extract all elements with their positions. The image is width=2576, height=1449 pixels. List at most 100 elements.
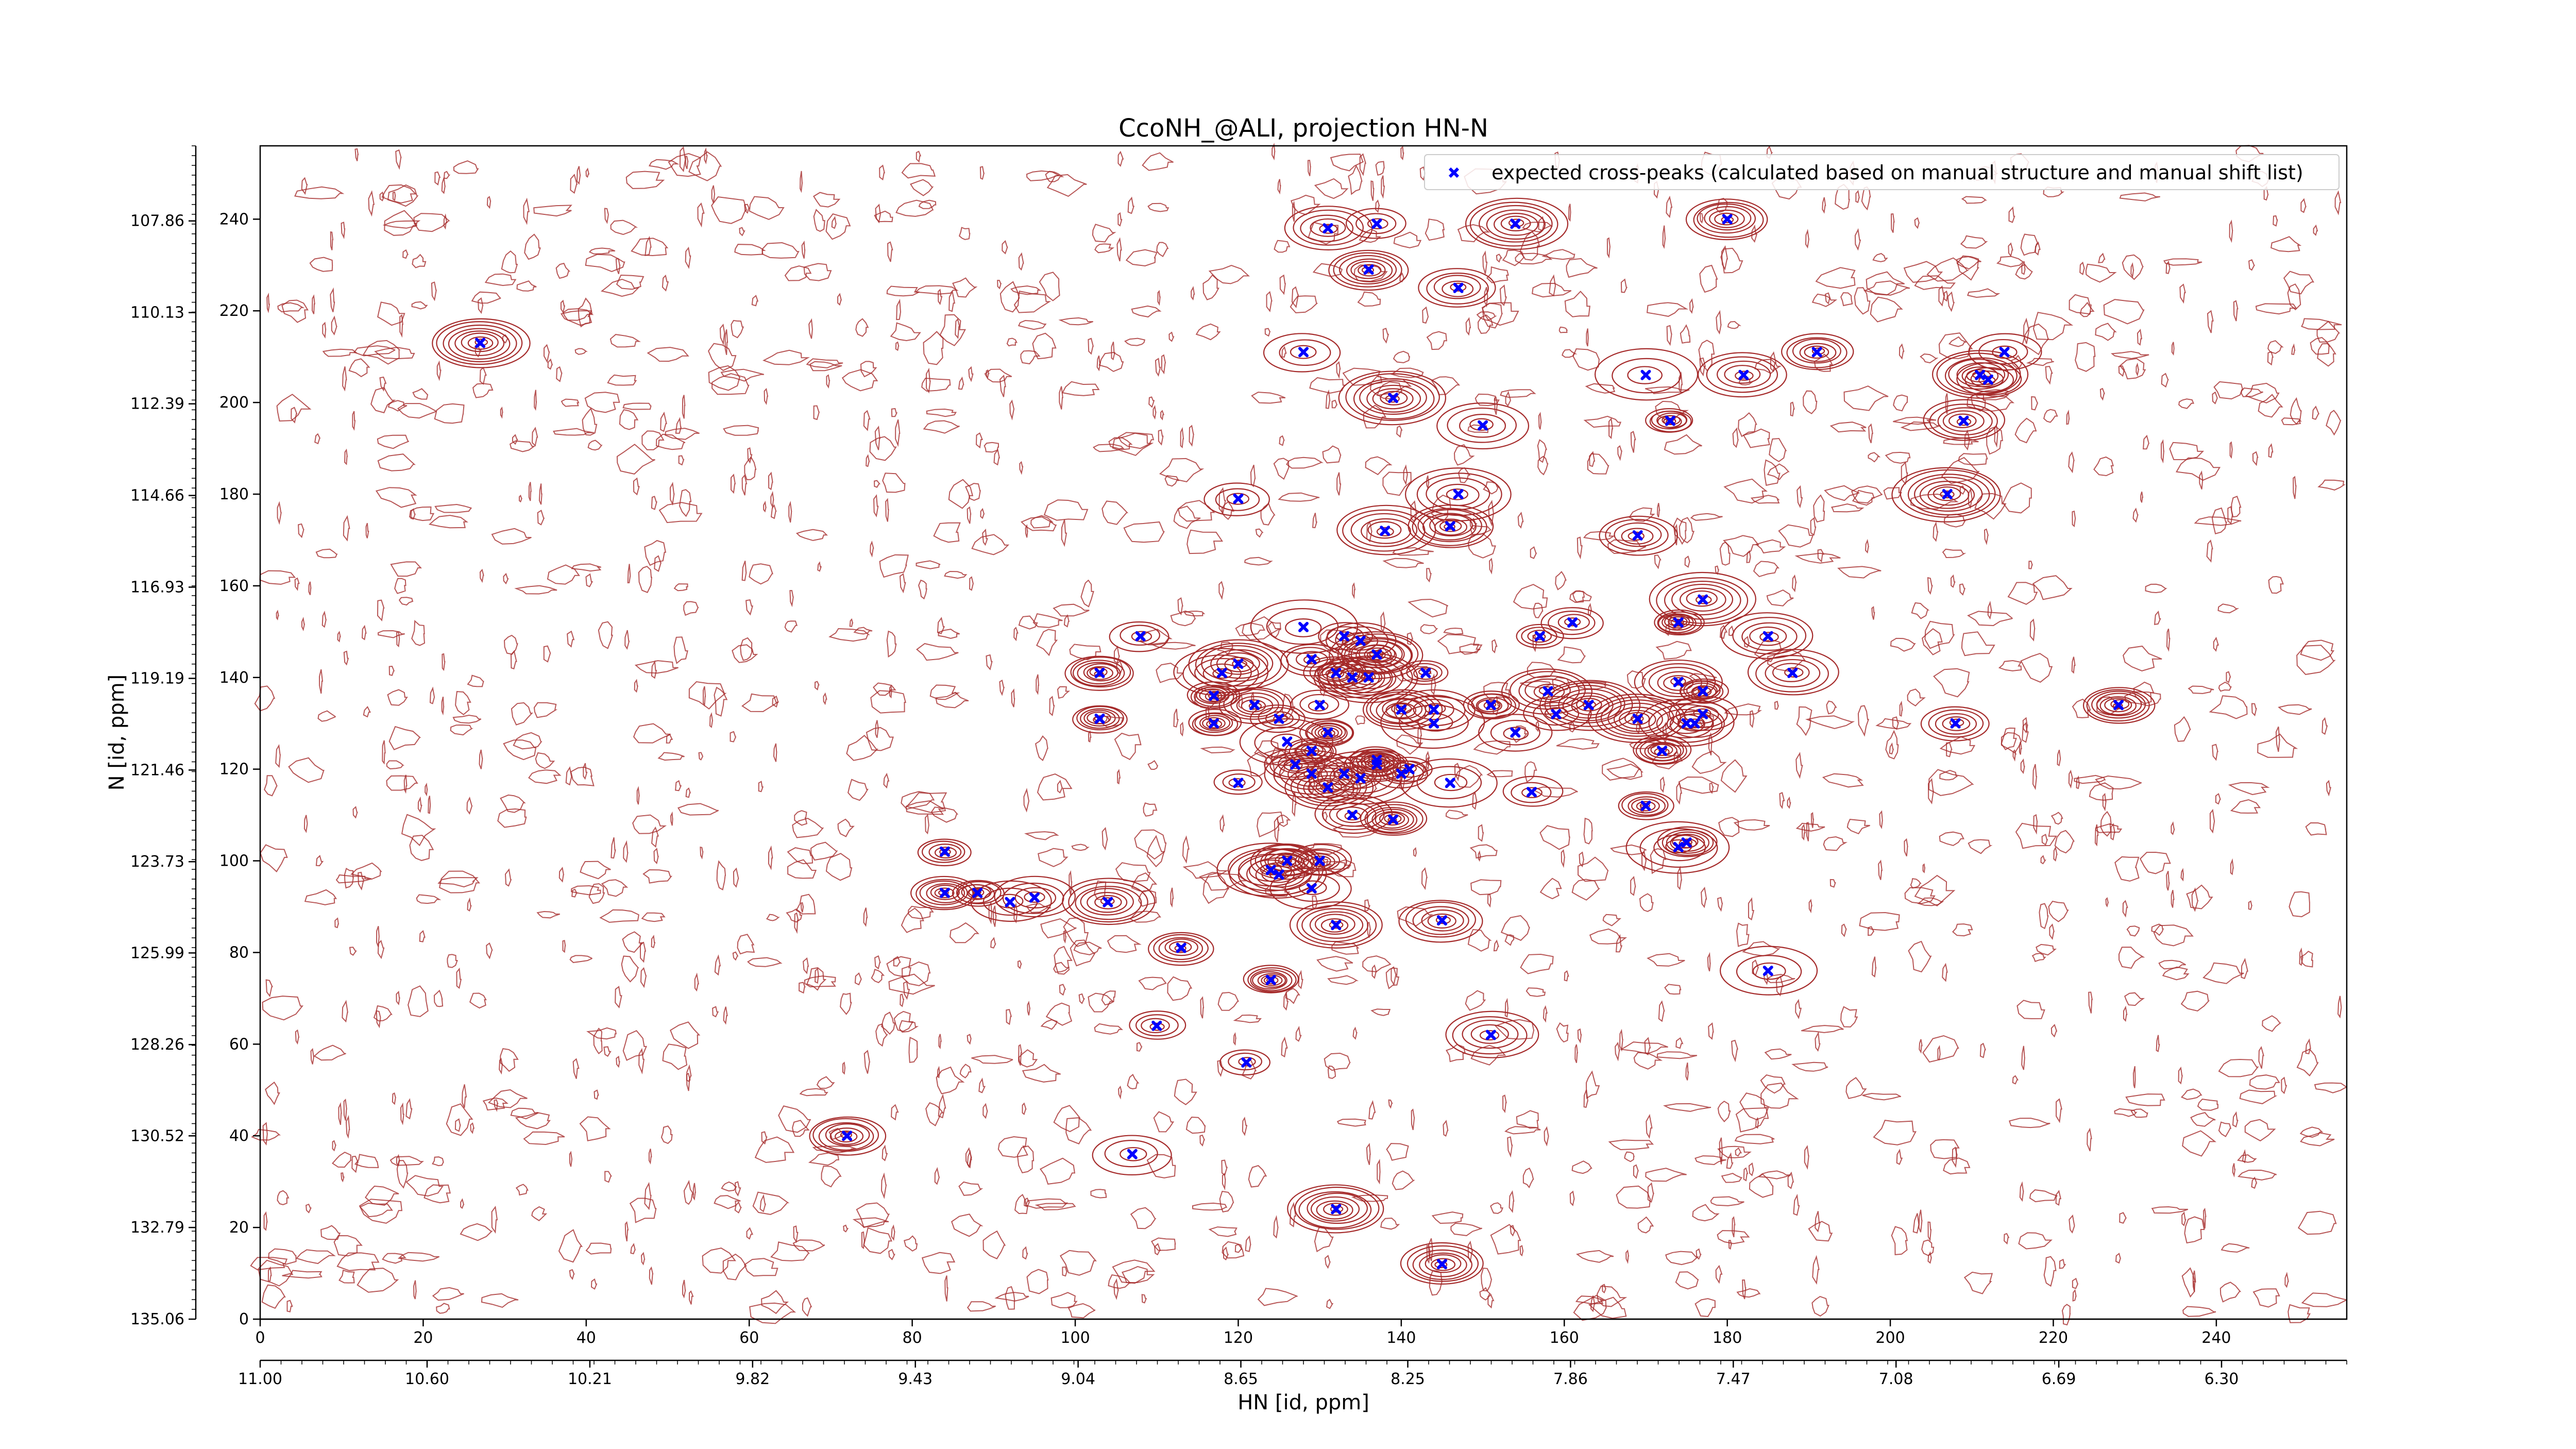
- noise-contour: [1116, 237, 1122, 262]
- noise-contour: [703, 686, 706, 707]
- noise-contour: [749, 196, 785, 220]
- noise-contour: [2137, 328, 2143, 346]
- noise-contour: [2029, 618, 2036, 642]
- noise-contour: [315, 855, 324, 867]
- noise-contour: [1863, 280, 1910, 296]
- noise-contour: [849, 618, 854, 627]
- noise-contour: [2140, 492, 2144, 503]
- noise-contour: [1266, 291, 1273, 312]
- peak-contour: [1469, 201, 1558, 247]
- noise-contour: [1526, 987, 1546, 997]
- cross-peak-point: [1323, 782, 1333, 793]
- noise-contour: [501, 250, 518, 274]
- noise-contour: [342, 1000, 348, 1023]
- noise-contour: [600, 278, 639, 297]
- peak-contour: [1357, 754, 1399, 776]
- noise-contour: [1472, 791, 1478, 810]
- noise-contour: [441, 696, 445, 716]
- noise-contour: [1368, 1100, 1376, 1120]
- noise-contour: [2085, 263, 2117, 283]
- noise-contour: [924, 814, 929, 835]
- noise-contour: [1437, 634, 1483, 654]
- noise-contour: [1691, 750, 1727, 774]
- noise-contour: [2257, 733, 2298, 758]
- peak-contour: [1219, 1049, 1270, 1076]
- cross-peak-point: [1404, 764, 1415, 774]
- noise-contour: [1292, 200, 1296, 222]
- peak-contour: [1470, 1024, 1509, 1044]
- noise-contour: [670, 811, 673, 826]
- noise-contour: [2314, 1082, 2347, 1093]
- peak-contour: [1469, 418, 1494, 431]
- noise-contour: [965, 1147, 972, 1168]
- cross-peak-point: [1510, 218, 1521, 229]
- noise-contour: [1608, 1139, 1654, 1151]
- peak-contour: [1296, 905, 1377, 946]
- noise-contour: [585, 573, 594, 587]
- noise-contour: [1795, 999, 1802, 1019]
- noise-contour: [958, 1181, 984, 1196]
- noise-contour: [1602, 757, 1642, 781]
- cross-peak-point: [1233, 778, 1244, 788]
- noise-contour: [826, 374, 831, 389]
- peak-contour: [1382, 698, 1423, 720]
- peak-contour: [1201, 645, 1274, 682]
- peak-contour: [1199, 715, 1231, 731]
- cross-peak-point: [1388, 814, 1399, 825]
- noise-contour: [673, 583, 688, 592]
- peak-contour: [1685, 198, 1768, 241]
- cross-peak-point: [1029, 892, 1040, 903]
- noise-contour: [471, 291, 501, 304]
- noise-contour: [2182, 1306, 2216, 1317]
- noise-contour: [641, 430, 665, 450]
- peak-contour: [1698, 352, 1787, 398]
- noise-contour: [1937, 1045, 1941, 1060]
- noise-contour: [1979, 1042, 1987, 1058]
- noise-contour: [2219, 1282, 2242, 1303]
- noise-contour: [1639, 893, 1654, 912]
- peak-contour: [1303, 853, 1335, 870]
- peak-contour: [1426, 477, 1490, 510]
- noise-contour: [730, 731, 737, 743]
- peak-contour: [1372, 760, 1429, 789]
- cross-peak-point: [1436, 915, 1447, 926]
- cross-peak-point: [1632, 713, 1643, 724]
- peak-contour: [1459, 414, 1506, 438]
- noise-contour: [965, 483, 981, 501]
- noise-contour: [1927, 778, 1934, 804]
- noise-contour: [1138, 890, 1157, 907]
- noise-contour: [344, 448, 348, 465]
- noise-contour: [1020, 350, 1041, 365]
- noise-contour: [598, 621, 614, 649]
- peak-contour: [1072, 705, 1128, 734]
- cross-peak-point: [1176, 942, 1187, 953]
- y-index-tick-label: 220: [219, 302, 249, 320]
- noise-contour: [2229, 220, 2233, 243]
- peak-contour: [1309, 911, 1364, 939]
- noise-contour: [338, 1269, 355, 1284]
- cross-peak-point: [972, 887, 983, 898]
- noise-contour: [885, 498, 889, 522]
- noise-contour: [967, 1150, 972, 1169]
- peak-contour: [1141, 1018, 1170, 1034]
- noise-contour: [1696, 1248, 1702, 1260]
- noise-contour: [903, 1235, 918, 1252]
- cross-peak-point: [1233, 493, 1244, 504]
- noise-contour: [1588, 1296, 1627, 1319]
- noise-contour: [732, 951, 739, 961]
- noise-contour: [1851, 485, 1883, 504]
- noise-contour: [2122, 254, 2144, 280]
- cross-peak-point: [1673, 841, 1684, 852]
- noise-contour: [1382, 328, 1389, 344]
- noise-contour: [675, 780, 682, 791]
- noise-contour: [787, 859, 817, 879]
- noise-contour: [1195, 323, 1221, 341]
- noise-contour: [746, 1227, 754, 1240]
- noise-contour: [813, 405, 820, 420]
- noise-contour: [556, 366, 563, 382]
- noise-contour: [723, 1006, 728, 1025]
- noise-contour: [2114, 1108, 2138, 1117]
- noise-contour: [2119, 192, 2160, 201]
- noise-contour: [2215, 793, 2221, 805]
- peak-contour: [1478, 714, 1553, 752]
